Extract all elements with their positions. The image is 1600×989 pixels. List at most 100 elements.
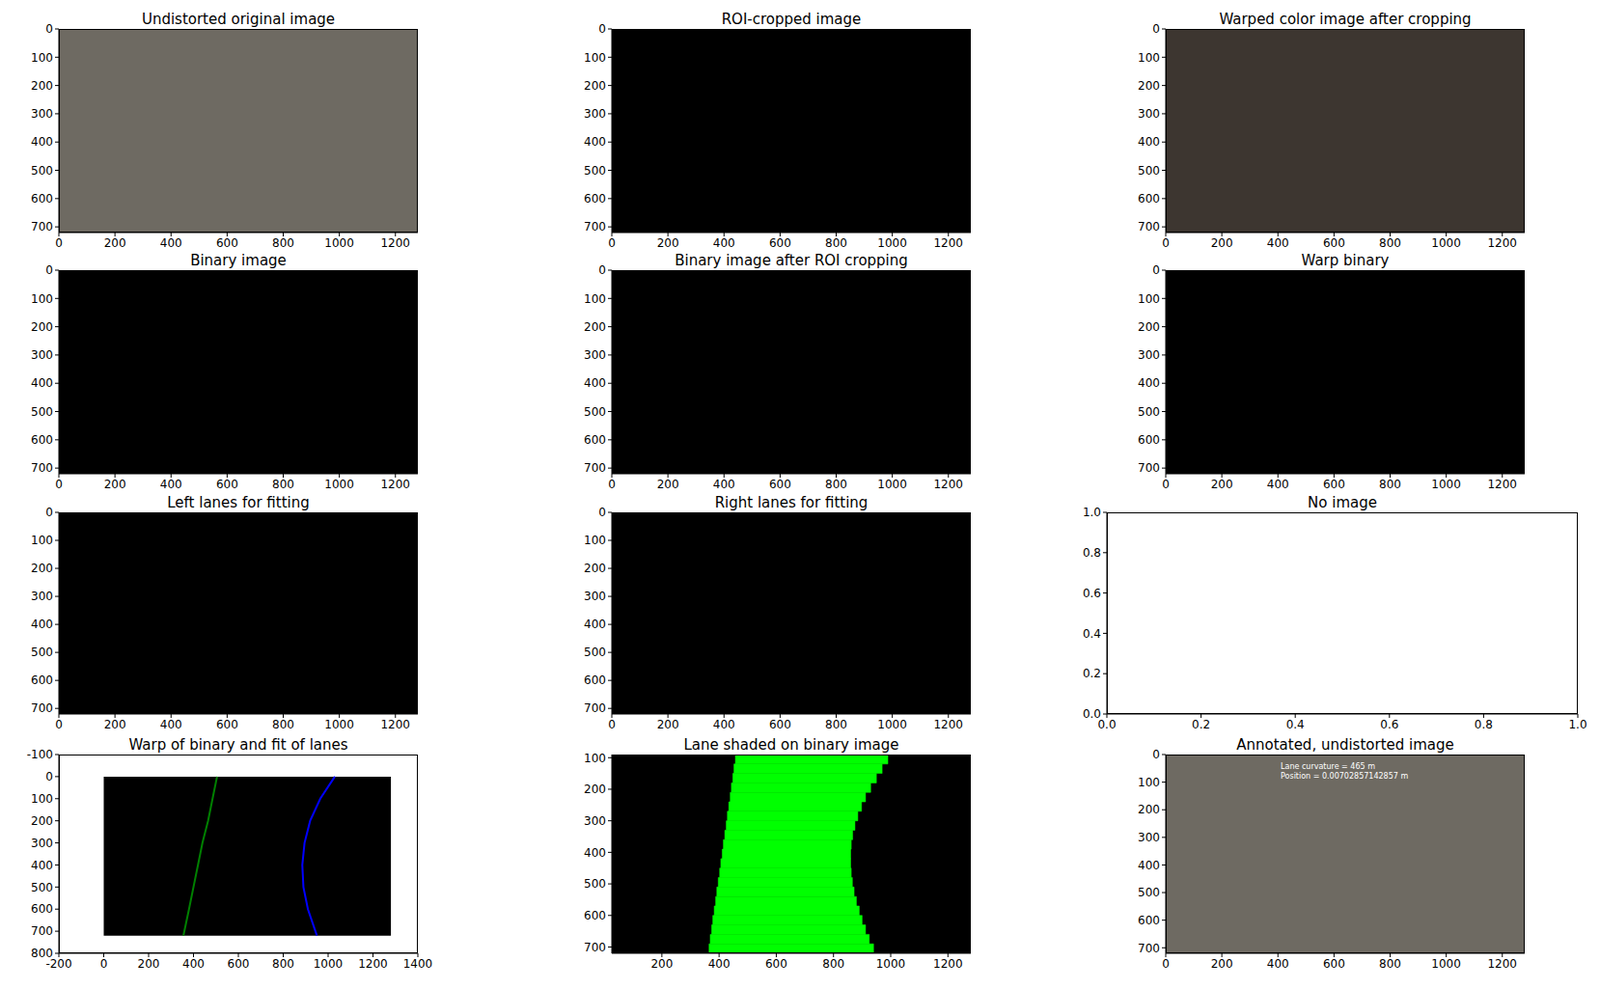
svg-text:300: 300 <box>1137 107 1160 121</box>
svg-text:1200: 1200 <box>1487 236 1518 250</box>
svg-text:1000: 1000 <box>1431 957 1462 971</box>
svg-text:200: 200 <box>650 957 673 971</box>
svg-text:400: 400 <box>713 717 736 732</box>
svg-text:400: 400 <box>1137 135 1160 149</box>
svg-text:1000: 1000 <box>324 236 355 250</box>
svg-text:400: 400 <box>708 957 731 971</box>
svg-text:1200: 1200 <box>358 957 388 971</box>
svg-text:600: 600 <box>583 909 607 923</box>
svg-text:1000: 1000 <box>877 477 908 492</box>
svg-text:800: 800 <box>1379 477 1402 492</box>
svg-text:100: 100 <box>583 751 607 766</box>
svg-text:700: 700 <box>583 940 607 955</box>
svg-text:600: 600 <box>765 957 788 971</box>
svg-text:500: 500 <box>30 405 54 419</box>
svg-text:0: 0 <box>45 505 54 520</box>
svg-text:100: 100 <box>1137 51 1160 65</box>
svg-text:100: 100 <box>30 292 54 306</box>
svg-text:0: 0 <box>1161 957 1170 971</box>
svg-text:200: 200 <box>30 79 54 93</box>
svg-text:600: 600 <box>583 192 607 206</box>
svg-text:300: 300 <box>583 348 607 362</box>
svg-text:400: 400 <box>583 846 607 860</box>
svg-text:500: 500 <box>583 877 607 891</box>
svg-text:1200: 1200 <box>933 477 964 492</box>
svg-text:300: 300 <box>1137 348 1160 362</box>
svg-text:1200: 1200 <box>1487 477 1518 492</box>
svg-text:100: 100 <box>583 292 607 306</box>
svg-text:1000: 1000 <box>877 717 908 732</box>
svg-text:300: 300 <box>30 836 54 851</box>
svg-text:300: 300 <box>1137 830 1160 845</box>
svg-text:300: 300 <box>30 107 54 121</box>
svg-text:800: 800 <box>272 957 295 971</box>
svg-text:0: 0 <box>45 22 54 36</box>
svg-text:400: 400 <box>30 617 54 632</box>
svg-text:800: 800 <box>1379 957 1402 971</box>
svg-text:200: 200 <box>1137 802 1160 817</box>
svg-text:600: 600 <box>769 717 792 732</box>
svg-text:300: 300 <box>30 348 54 362</box>
svg-text:0: 0 <box>1161 236 1170 250</box>
svg-text:200: 200 <box>657 477 680 492</box>
svg-text:400: 400 <box>30 135 54 149</box>
svg-text:400: 400 <box>583 135 607 149</box>
svg-text:1400: 1400 <box>403 957 434 971</box>
svg-text:1000: 1000 <box>313 957 344 971</box>
svg-text:0: 0 <box>100 957 109 971</box>
svg-text:600: 600 <box>216 477 239 492</box>
svg-text:600: 600 <box>769 236 792 250</box>
svg-text:600: 600 <box>1137 433 1160 447</box>
svg-text:600: 600 <box>216 236 239 250</box>
svg-text:0: 0 <box>55 717 63 732</box>
svg-text:1000: 1000 <box>1431 477 1462 492</box>
svg-text:200: 200 <box>104 477 127 492</box>
svg-text:1000: 1000 <box>324 477 355 492</box>
svg-text:100: 100 <box>30 51 54 65</box>
svg-text:500: 500 <box>1137 164 1160 178</box>
svg-text:200: 200 <box>583 320 607 334</box>
svg-text:200: 200 <box>104 717 127 732</box>
svg-text:800: 800 <box>272 236 295 250</box>
svg-text:100: 100 <box>1137 292 1160 306</box>
svg-text:500: 500 <box>30 164 54 178</box>
svg-text:700: 700 <box>1137 941 1160 956</box>
svg-text:700: 700 <box>1137 220 1160 234</box>
svg-text:700: 700 <box>583 701 607 716</box>
svg-text:1200: 1200 <box>933 957 964 971</box>
svg-text:0: 0 <box>55 477 63 492</box>
svg-text:300: 300 <box>30 589 54 604</box>
svg-text:0: 0 <box>598 505 607 520</box>
svg-text:600: 600 <box>583 433 607 447</box>
svg-text:0: 0 <box>55 236 63 250</box>
svg-text:200: 200 <box>583 561 607 576</box>
svg-text:500: 500 <box>583 164 607 178</box>
svg-text:1000: 1000 <box>876 957 907 971</box>
svg-text:1200: 1200 <box>933 717 964 732</box>
svg-text:1.0: 1.0 <box>1082 505 1102 520</box>
svg-text:500: 500 <box>30 645 54 660</box>
svg-text:400: 400 <box>182 957 205 971</box>
svg-text:600: 600 <box>1323 236 1346 250</box>
svg-text:1000: 1000 <box>1431 236 1462 250</box>
svg-text:0.4: 0.4 <box>1286 717 1305 732</box>
svg-text:600: 600 <box>30 902 54 916</box>
svg-text:0: 0 <box>607 717 616 732</box>
svg-text:600: 600 <box>1137 192 1160 206</box>
svg-text:200: 200 <box>1211 957 1234 971</box>
svg-text:1000: 1000 <box>877 236 908 250</box>
svg-text:700: 700 <box>583 461 607 475</box>
svg-text:400: 400 <box>160 477 183 492</box>
svg-text:800: 800 <box>825 236 848 250</box>
svg-text:500: 500 <box>583 405 607 419</box>
svg-text:400: 400 <box>713 236 736 250</box>
svg-text:0: 0 <box>1161 477 1170 492</box>
svg-text:700: 700 <box>30 220 54 234</box>
svg-text:400: 400 <box>1267 477 1290 492</box>
svg-text:0: 0 <box>598 263 607 277</box>
svg-text:700: 700 <box>30 461 54 475</box>
svg-text:500: 500 <box>583 645 607 660</box>
svg-text:600: 600 <box>216 717 239 732</box>
svg-text:400: 400 <box>1267 957 1290 971</box>
svg-text:0: 0 <box>598 22 607 36</box>
